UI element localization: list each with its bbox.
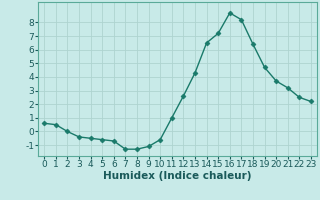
X-axis label: Humidex (Indice chaleur): Humidex (Indice chaleur) [103, 171, 252, 181]
